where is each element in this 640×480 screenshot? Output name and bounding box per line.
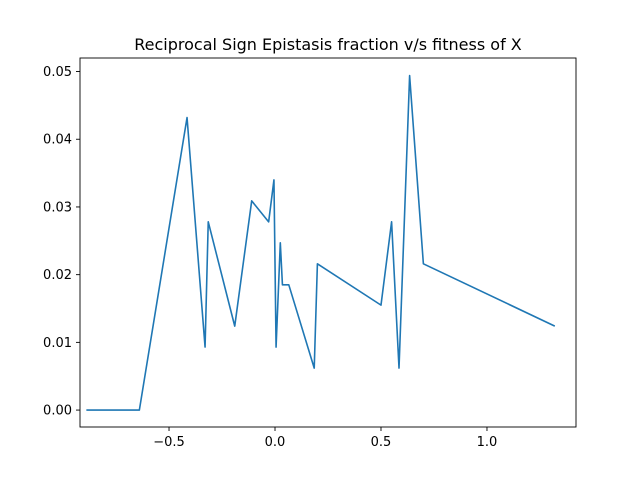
- y-tick-label: 0.05: [43, 65, 72, 80]
- y-tick-label: 0.02: [43, 268, 72, 283]
- plot-frame: [79, 57, 577, 428]
- x-tick-label: 1.0: [477, 435, 498, 450]
- x-axis: −0.5 0.0 0.5 1.0: [153, 427, 497, 450]
- y-tick-label: 0.01: [43, 336, 72, 351]
- series-line: [86, 74, 556, 411]
- y-tick-label: 0.04: [43, 133, 72, 148]
- series-layer: [86, 74, 556, 411]
- chart-title: Reciprocal Sign Epistasis fraction v/s f…: [134, 35, 522, 54]
- y-tick-label: 0.00: [43, 404, 72, 419]
- x-tick-label: −0.5: [153, 435, 185, 450]
- y-tick-label: 0.03: [43, 200, 72, 215]
- y-axis: 0.00 0.01 0.02 0.03 0.04 0.05: [43, 65, 80, 419]
- x-tick-label: 0.0: [265, 435, 286, 450]
- x-tick-label: 0.5: [371, 435, 392, 450]
